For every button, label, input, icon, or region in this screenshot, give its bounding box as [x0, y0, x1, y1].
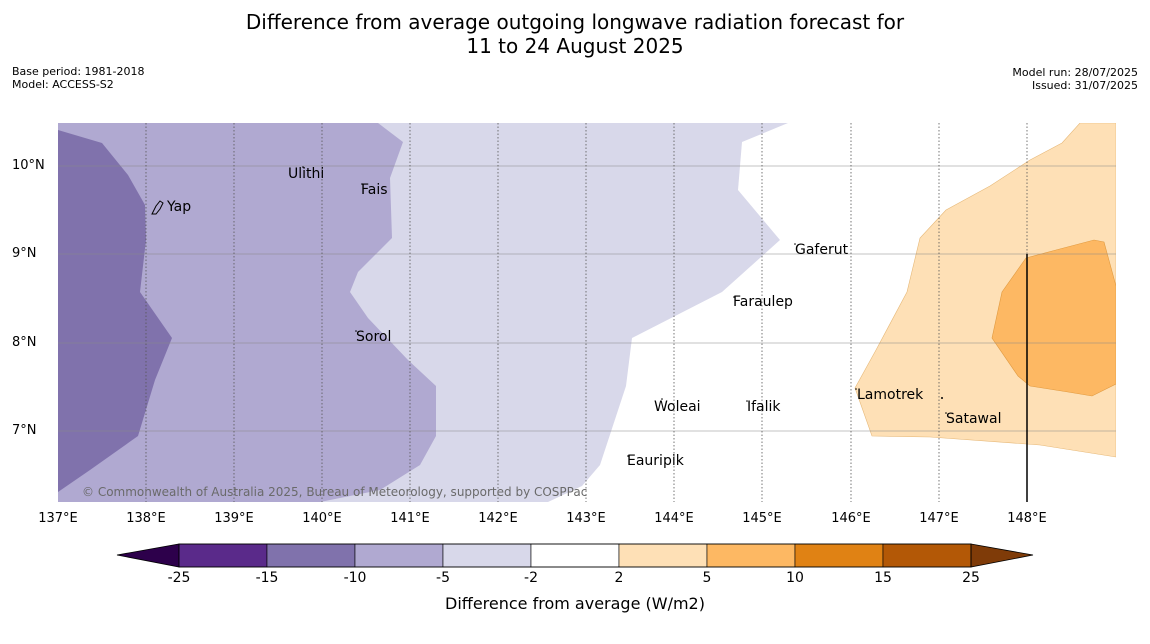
lon-label-142e: 142°E — [478, 511, 518, 526]
base-period: Base period: 1981-2018 — [12, 65, 145, 78]
place-label-lamotrek: Lamotrek — [857, 387, 924, 403]
olr-band-neg15-neg10 — [58, 130, 172, 492]
lat-label-9n: 9°N — [12, 246, 37, 261]
colorbar — [116, 543, 1034, 568]
colorbar-tick: -10 — [343, 570, 367, 586]
lon-label-137e: 137°E — [38, 511, 78, 526]
colorbar-extend-low — [116, 543, 180, 568]
colorbar-cell — [706, 543, 796, 568]
colorbar-cell — [530, 543, 620, 568]
title-line-1: Difference from average outgoing longwav… — [245, 10, 905, 34]
map-field — [58, 123, 1116, 502]
lon-label-140e: 140°E — [302, 511, 342, 526]
place-label-ulithi: Ulithi — [288, 166, 325, 182]
colorbar-tick: 15 — [874, 570, 892, 586]
colorbar-extend-high — [970, 543, 1034, 568]
place-label-sorol: Sorol — [356, 329, 392, 345]
place-label-eauripik: Eauripik — [627, 453, 684, 469]
lat-label-7n: 7°N — [12, 423, 37, 438]
colorbar-cell — [882, 543, 972, 568]
colorbar-cell — [618, 543, 708, 568]
meta-right: Model run: 28/07/2025 Issued: 31/07/2025 — [1012, 66, 1138, 92]
lon-label-148e: 148°E — [1007, 511, 1047, 526]
colorbar-tick: -5 — [436, 570, 450, 586]
colorbar-cell — [442, 543, 532, 568]
lon-label-146e: 146°E — [831, 511, 871, 526]
colorbar-tick: 25 — [962, 570, 980, 586]
lon-label-147e: 147°E — [919, 511, 959, 526]
colorbar-tick: -2 — [524, 570, 538, 586]
model-run: Model run: 28/07/2025 — [1012, 66, 1138, 79]
lon-label-143e: 143°E — [566, 511, 606, 526]
issued-date: Issued: 31/07/2025 — [1031, 79, 1138, 92]
colorbar-tick: 2 — [614, 570, 624, 586]
place-label-satawal: Satawal — [946, 411, 1002, 427]
place-label-ifalik: Ifalik — [747, 399, 781, 415]
lon-label-139e: 139°E — [214, 511, 254, 526]
map-title: Difference from average outgoing longwav… — [0, 10, 1150, 58]
place-label-woleai: Woleai — [654, 399, 701, 415]
lon-label-138e: 138°E — [126, 511, 166, 526]
place-label-yap: Yap — [167, 199, 192, 215]
olr-band-neg10-neg5 — [58, 123, 436, 502]
copyright-notice: © Commonwealth of Australia 2025, Bureau… — [82, 485, 588, 499]
place-label-faraulep: Faraulep — [733, 294, 793, 310]
colorbar-cell — [266, 543, 356, 568]
atoll-dots — [302, 166, 947, 457]
title-line-2: 11 to 24 August 2025 — [466, 34, 684, 58]
lat-label-8n: 8°N — [12, 335, 37, 350]
colorbar-cells — [178, 543, 972, 568]
lon-label-144e: 144°E — [654, 511, 694, 526]
lon-grid — [145, 123, 1028, 502]
place-label-gaferut: Gaferut — [795, 242, 849, 258]
model-name: Model: ACCESS-S2 — [12, 78, 114, 91]
lon-label-141e: 141°E — [390, 511, 430, 526]
yap-island-shape — [151, 200, 164, 215]
colorbar-tick: 5 — [702, 570, 712, 586]
colorbar-cell — [178, 543, 268, 568]
lon-label-145e: 145°E — [742, 511, 782, 526]
colorbar-outline — [178, 543, 972, 568]
colorbar-tick: 10 — [786, 570, 804, 586]
meta-left: Base period: 1981-2018 Model: ACCESS-S2 — [12, 65, 144, 91]
lat-label-10n: 10°N — [12, 158, 45, 173]
colorbar-tick: -25 — [167, 570, 191, 586]
colorbar-cell — [354, 543, 444, 568]
colorbar-cell — [794, 543, 884, 568]
place-label-fais: Fais — [361, 182, 388, 198]
colorbar-tick: -15 — [255, 570, 279, 586]
colorbar-title: Difference from average (W/m2) — [445, 594, 705, 613]
olr-band-pos5-pos10 — [991, 239, 1116, 397]
